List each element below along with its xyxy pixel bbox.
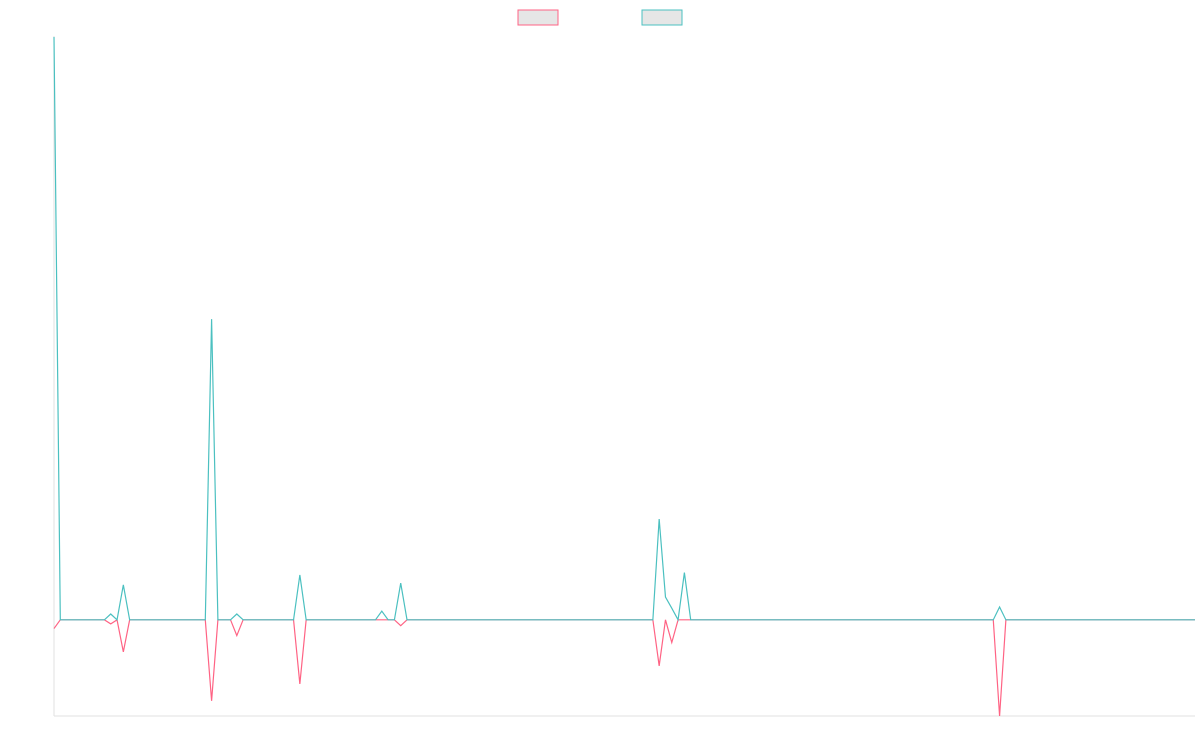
legend-swatch	[517, 9, 559, 26]
series-line	[53, 36, 1195, 622]
series-line	[53, 618, 1195, 717]
legend-swatch	[641, 9, 683, 26]
